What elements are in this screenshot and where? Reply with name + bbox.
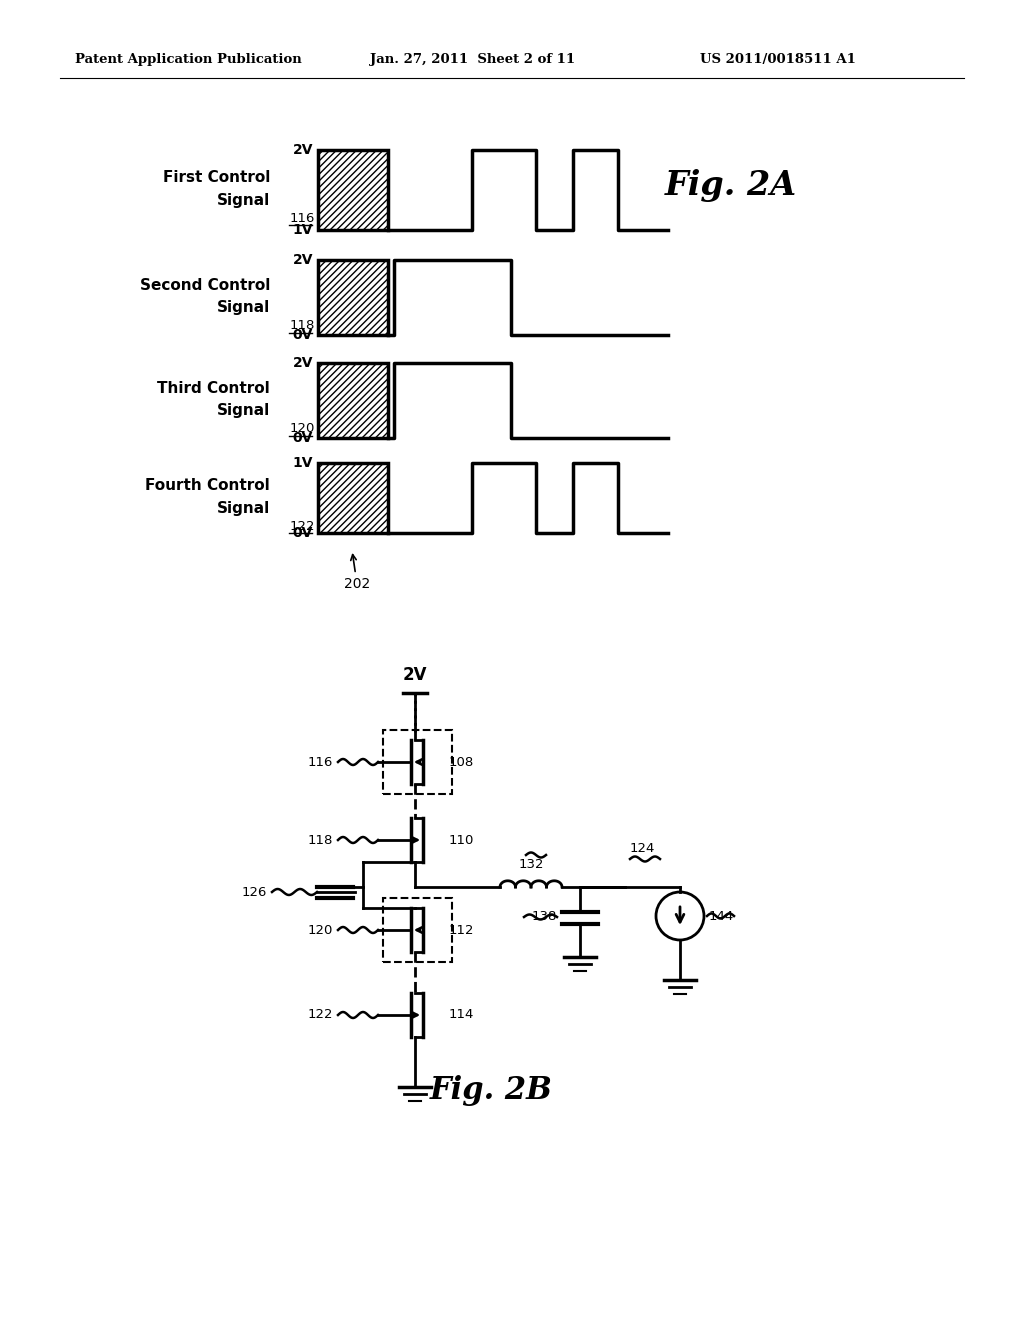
Text: 112: 112	[449, 924, 474, 936]
Text: 118: 118	[307, 833, 333, 846]
Text: Signal: Signal	[217, 300, 270, 315]
Text: 122: 122	[307, 1008, 333, 1022]
Text: 120: 120	[290, 422, 315, 436]
Text: 2V: 2V	[293, 143, 313, 157]
Text: Fourth Control: Fourth Control	[145, 479, 270, 494]
Text: 2V: 2V	[293, 356, 313, 370]
Text: US 2011/0018511 A1: US 2011/0018511 A1	[700, 54, 856, 66]
Text: 126: 126	[242, 886, 267, 899]
Bar	[318, 363, 388, 438]
Bar	[318, 260, 388, 335]
Text: Patent Application Publication: Patent Application Publication	[75, 54, 302, 66]
Text: Fig. 2B: Fig. 2B	[430, 1074, 553, 1106]
Text: 202: 202	[344, 554, 370, 591]
Text: Fig. 2A: Fig. 2A	[665, 169, 797, 202]
Text: 108: 108	[449, 755, 474, 768]
Text: 122: 122	[290, 520, 315, 532]
Text: 144: 144	[709, 909, 734, 923]
Text: 1V: 1V	[293, 223, 313, 238]
Text: Signal: Signal	[217, 500, 270, 516]
Text: Signal: Signal	[217, 403, 270, 418]
Bar	[383, 898, 452, 962]
Text: 0V: 0V	[293, 525, 313, 540]
Text: Third Control: Third Control	[158, 381, 270, 396]
Text: Signal: Signal	[217, 193, 270, 207]
Text: 1V: 1V	[293, 455, 313, 470]
Text: 0V: 0V	[293, 432, 313, 445]
Text: Jan. 27, 2011  Sheet 2 of 11: Jan. 27, 2011 Sheet 2 of 11	[370, 54, 575, 66]
Text: First Control: First Control	[163, 170, 270, 186]
Text: 0V: 0V	[293, 327, 313, 342]
Text: 138: 138	[531, 911, 557, 924]
Text: 116: 116	[307, 755, 333, 768]
Text: 124: 124	[630, 842, 655, 855]
Text: 2V: 2V	[402, 667, 427, 684]
Bar	[383, 730, 452, 795]
Bar	[318, 150, 388, 230]
Text: 116: 116	[290, 211, 315, 224]
Text: 114: 114	[449, 1008, 474, 1022]
Text: 120: 120	[307, 924, 333, 936]
Text: 132: 132	[518, 858, 544, 871]
Text: 110: 110	[449, 833, 474, 846]
Text: 118: 118	[290, 319, 315, 333]
Text: Second Control: Second Control	[139, 279, 270, 293]
Text: 2V: 2V	[293, 253, 313, 267]
Bar	[318, 463, 388, 533]
